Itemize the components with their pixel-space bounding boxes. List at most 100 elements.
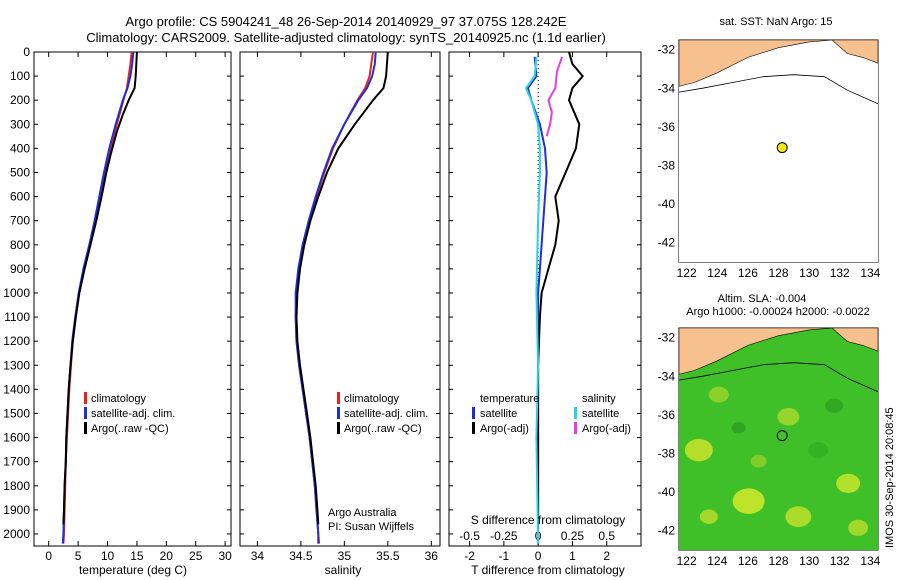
sal-xtick-label: 34 — [251, 549, 265, 563]
temp-xtick-label: 30 — [218, 549, 232, 563]
map-sst-argo-marker — [776, 142, 788, 154]
sla-anomaly-patch — [785, 506, 812, 528]
map-sst-ytick-label: -32 — [658, 43, 676, 57]
series-satellite-adj-clim- — [61, 51, 135, 544]
map-sla-title-2: Argo h1000: -0.00024 h2000: -0.0022 — [686, 306, 869, 318]
depth-tick-label: 1700 — [3, 455, 30, 469]
diff-s-tick-label: 0.5 — [598, 529, 615, 543]
legend-swatch-s-argo — [574, 422, 577, 434]
series-salinity-argo-adj- — [545, 56, 564, 137]
temp-legend-clim: climatology — [91, 393, 147, 405]
credit-line-2: PI: Susan Wijffels — [328, 521, 414, 533]
map-sst-xtick-label: 132 — [830, 266, 850, 280]
sla-anomaly-patch — [777, 408, 800, 426]
sal-xtick-label: 34.5 — [289, 549, 313, 563]
sla-anomaly-patch — [731, 422, 746, 434]
map-sla-depth-contour — [678, 362, 879, 393]
map-sst-ytick-label: -38 — [658, 158, 676, 172]
diff-xtick-label: -2 — [464, 549, 475, 563]
diff-xtick-label: 1 — [569, 549, 576, 563]
map-sla-side-label: IMOS 30-Sep-2014 20:08:45 — [884, 407, 896, 548]
sla-anomaly-patch — [750, 454, 767, 468]
depth-tick-label: 1900 — [3, 503, 30, 517]
diff-xtick-label: 0 — [535, 549, 542, 563]
map-sst-xtick-label: 130 — [799, 266, 819, 280]
depth-tick-label: 2000 — [3, 527, 30, 541]
diff-legend-sal-heading: salinity — [582, 393, 616, 405]
map-sla-argo-marker — [776, 430, 788, 442]
sla-anomaly-patch — [825, 398, 844, 413]
temp-xtick-label: 0 — [45, 549, 52, 563]
sla-anomaly-patch — [848, 519, 869, 536]
map-sst-ytick-label: -40 — [658, 197, 676, 211]
sal-xlabel: salinity — [325, 563, 362, 577]
sal-xtick-label: 35.5 — [376, 549, 400, 563]
temp-xtick-label: 10 — [101, 549, 115, 563]
legend-swatch-t-argo — [472, 422, 475, 434]
sla-anomaly-patch — [808, 442, 829, 459]
temp-legend-sat: satellite-adj. clim. — [91, 408, 175, 420]
title-line-2: Climatology: CARS2009. Satellite-adjuste… — [86, 30, 606, 45]
diff-s-tick-label: -0.25 — [490, 529, 518, 543]
depth-tick-label: 100 — [10, 69, 30, 83]
diff-legend-s-argo: Argo(-adj) — [582, 423, 631, 435]
map-sst-xtick-label: 126 — [738, 266, 758, 280]
map-sst-xtick-label: 128 — [768, 266, 788, 280]
sal-frame — [239, 51, 441, 547]
map-sla-xtick-label: 126 — [738, 554, 758, 568]
sal-legend-argo: Argo(..raw -QC) — [344, 423, 422, 435]
sal-legend: climatology satellite-adj. clim. Argo(..… — [337, 392, 428, 435]
depth-tick-label: 800 — [10, 238, 30, 252]
map-sla-ytick-label: -42 — [658, 524, 676, 538]
sal-xtick-label: 36 — [425, 549, 439, 563]
map-sla-xtick-label: 128 — [768, 554, 788, 568]
map-sst-ytick-label: -42 — [658, 236, 676, 250]
credit-line-1: Argo Australia — [328, 507, 397, 519]
diff-legend-temp-heading: temperature — [480, 393, 539, 405]
legend-swatch-t-satellite — [472, 407, 475, 419]
sla-anomaly-patch — [836, 473, 861, 493]
series-temperature-argo-adj- — [537, 51, 585, 525]
series-argo-raw-qc- — [295, 51, 389, 525]
depth-tick-label: 1400 — [3, 382, 30, 396]
sal-xtick-label: 35 — [338, 549, 352, 563]
temp-xtick-label: 20 — [160, 549, 174, 563]
temp-xtick-label: 25 — [189, 549, 203, 563]
legend-swatch-s-satellite — [574, 407, 577, 419]
sla-anomaly-patch — [708, 386, 729, 403]
map-sst-xtick-label: 134 — [860, 266, 880, 280]
map-sla-ytick-label: -32 — [658, 331, 676, 345]
map-sst-ytick-label: -34 — [658, 81, 676, 95]
depth-tick-label: 1500 — [3, 406, 30, 420]
depth-tick-label: 400 — [10, 141, 30, 155]
temp-xtick-label: 15 — [130, 549, 144, 563]
diff-legend-s-sat: satellite — [582, 408, 619, 420]
diff-xlabel: T difference from climatology — [471, 563, 625, 577]
map-sst-xtick-label: 122 — [677, 266, 697, 280]
map-sla-xtick-label: 122 — [677, 554, 697, 568]
sla-anomaly-patch — [684, 438, 713, 462]
diff-xtick-label: 2 — [603, 549, 610, 563]
map-sla-title-1: Altim. SLA: -0.004 — [718, 293, 807, 305]
depth-tick-label: 200 — [10, 93, 30, 107]
sla-anomaly-patch — [732, 488, 765, 514]
map-sst-xtick-label: 124 — [707, 266, 727, 280]
diff-xtick-label: -1 — [499, 549, 510, 563]
legend-swatch-satellite — [337, 407, 340, 419]
depth-tick-label: 1300 — [3, 358, 30, 372]
sal-legend-clim: climatology — [344, 393, 400, 405]
series-argo-raw-qc- — [62, 51, 138, 525]
legend-swatch-climatology — [84, 392, 87, 404]
diff-s-label: S difference from climatology — [471, 513, 626, 527]
temp-legend: climatology satellite-adj. clim. Argo(..… — [84, 392, 175, 435]
temp-legend-argo: Argo(..raw -QC) — [91, 423, 169, 435]
depth-tick-label: 700 — [10, 214, 30, 228]
map-sla-ytick-label: -36 — [658, 408, 676, 422]
title-line-1: Argo profile: CS 5904241_48 26-Sep-2014 … — [126, 14, 567, 29]
legend-swatch-argo — [337, 422, 340, 434]
series-satellite-adj-clim- — [294, 51, 377, 544]
map-sst-land — [678, 39, 879, 87]
depth-tick-label: 0 — [23, 45, 30, 59]
depth-tick-label: 300 — [10, 117, 30, 131]
depth-tick-label: 1000 — [3, 286, 30, 300]
